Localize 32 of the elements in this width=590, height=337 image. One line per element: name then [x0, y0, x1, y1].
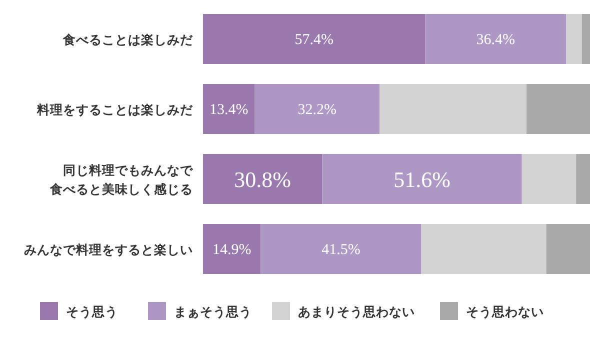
bar — [379, 84, 527, 134]
legend-label: そう思う — [66, 304, 118, 319]
legend-label: そう思わない — [466, 304, 544, 319]
bar — [322, 154, 522, 204]
data-label: 30.8% — [234, 167, 292, 192]
y-tick-label: 料理をすることは楽しみだ — [36, 102, 194, 117]
bar — [260, 224, 422, 274]
y-tick-label: 食べることは楽しみだ — [62, 32, 194, 47]
bar — [421, 224, 546, 274]
bar — [522, 154, 576, 204]
bar — [203, 224, 261, 274]
legend-label: あまりそう思わない — [298, 304, 415, 319]
data-label: 14.9% — [212, 242, 252, 258]
data-label: 36.4% — [476, 32, 515, 48]
bar — [576, 154, 590, 204]
bar — [203, 84, 255, 134]
y-tick-label: みんなで料理をすると楽しい — [24, 242, 193, 257]
bar — [566, 14, 582, 64]
bar — [425, 14, 566, 64]
bar — [254, 84, 380, 134]
data-label: 32.2% — [298, 102, 337, 118]
y-tick-label: 同じ料理でもみんなで食べると美味しく感じる — [49, 162, 194, 196]
bar — [546, 224, 590, 274]
bar — [582, 14, 590, 64]
bar — [203, 154, 322, 204]
bar — [526, 84, 590, 134]
legend-label: まぁそう思う — [174, 304, 252, 319]
data-label: 57.4% — [294, 32, 334, 48]
data-label: 51.6% — [394, 167, 450, 192]
bar — [203, 14, 426, 64]
data-label: 41.5% — [322, 242, 360, 258]
data-label: 13.4% — [210, 102, 248, 118]
